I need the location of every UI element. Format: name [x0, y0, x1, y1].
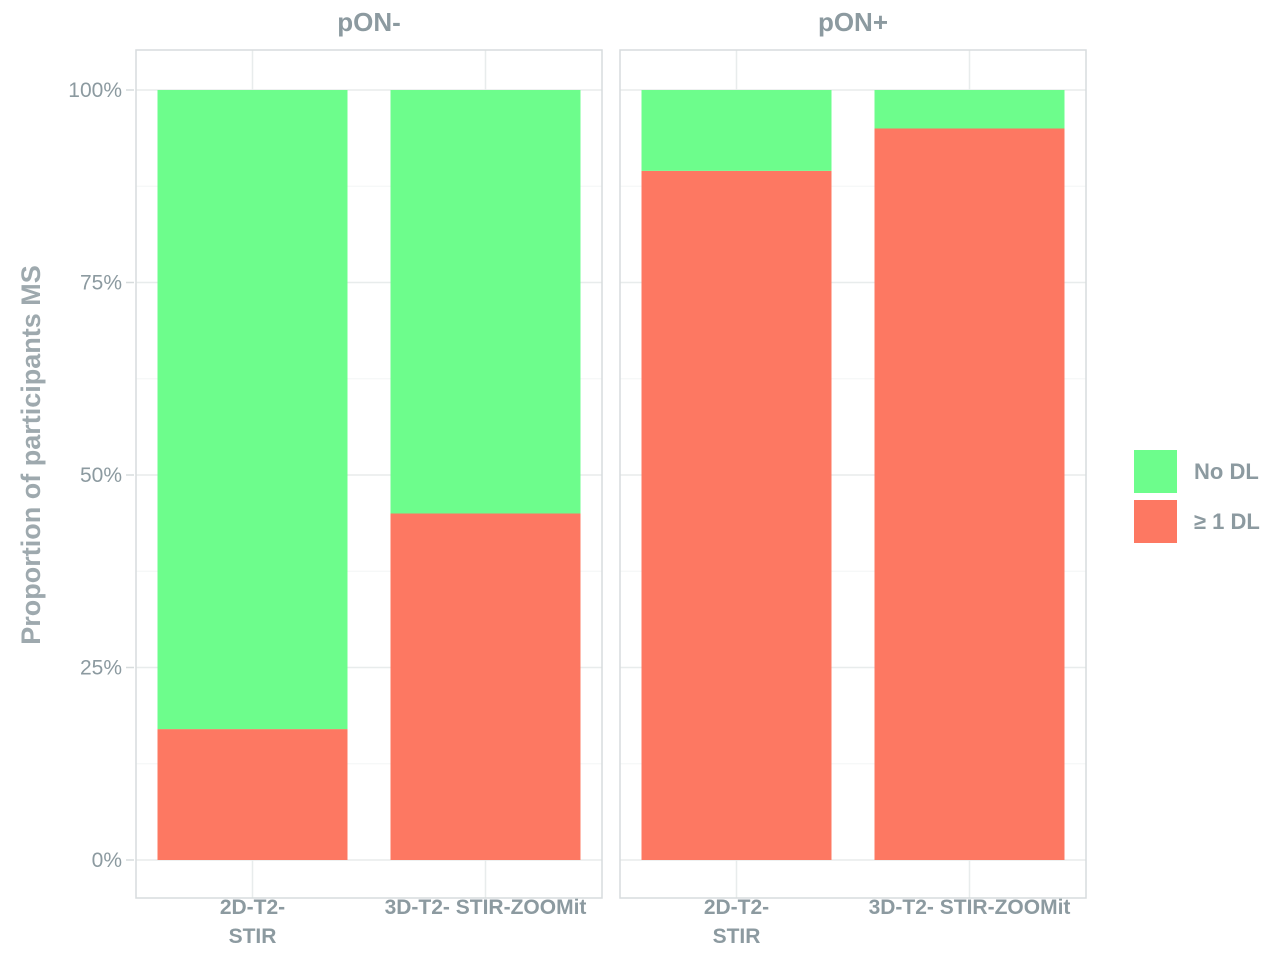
- bar-segment-no-dl: [641, 90, 832, 171]
- y-axis-label: Proportion of participants MS: [16, 265, 46, 645]
- x-tick-label: 3D-T2- STIR-ZOOMit: [385, 896, 587, 919]
- x-tick-label: 2D-T2-STIR: [220, 896, 285, 948]
- facet-panel-2: 2D-T2-STIR 3D-T2- STIR-ZOOMit pON+: [619, 7, 1087, 948]
- bar-segment-ge1-dl: [390, 513, 581, 860]
- panel-border: [135, 49, 603, 899]
- y-tick-label: 100%: [68, 79, 122, 102]
- legend-label: ≥ 1 DL: [1194, 509, 1260, 534]
- y-tick-label: 0%: [92, 849, 122, 872]
- y-axis: 0% 25% 50% 75% 100%: [68, 79, 134, 872]
- bar-segment-no-dl: [157, 90, 348, 730]
- bar-segment-no-dl: [390, 90, 581, 514]
- facet-title: pON-: [337, 7, 401, 37]
- bar-segment-ge1-dl: [874, 128, 1065, 860]
- legend: No DL ≥ 1 DL: [1134, 450, 1260, 543]
- y-tick-label: 50%: [80, 464, 122, 487]
- x-tick-label: 2D-T2-STIR: [704, 896, 769, 948]
- legend-swatch: [1134, 450, 1177, 493]
- facet-title: pON+: [818, 7, 888, 37]
- bar-segment-no-dl: [874, 90, 1065, 129]
- legend-label: No DL: [1194, 459, 1259, 484]
- legend-swatch: [1134, 500, 1177, 543]
- facet-panel-1: 2D-T2-STIR 3D-T2- STIR-ZOOMit pON-: [135, 7, 603, 948]
- y-tick-label: 25%: [80, 657, 122, 680]
- bar-segment-ge1-dl: [157, 729, 348, 860]
- y-tick-label: 75%: [80, 272, 122, 295]
- x-tick-label: 3D-T2- STIR-ZOOMit: [869, 896, 1071, 919]
- bar-segment-ge1-dl: [641, 170, 832, 861]
- panel-border: [619, 49, 1087, 899]
